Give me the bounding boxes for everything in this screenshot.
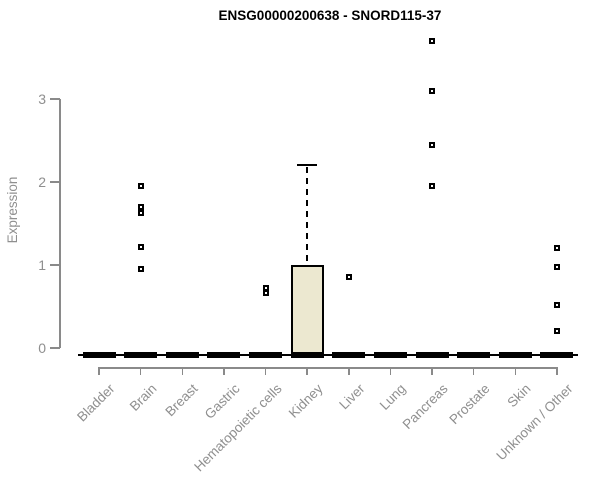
zero-whisker-stub-right	[448, 353, 454, 356]
x-axis-tick	[556, 367, 558, 375]
x-axis-tick	[306, 367, 308, 375]
zero-box-bar	[290, 352, 324, 358]
zero-box-bar	[373, 352, 407, 358]
zero-whisker-stub-right	[323, 353, 329, 356]
zero-box-bar	[82, 352, 116, 358]
y-axis-tick	[50, 98, 60, 100]
y-axis-line	[59, 99, 61, 348]
zero-whisker-stub-left	[452, 353, 458, 356]
y-axis-tick	[50, 347, 60, 349]
zero-box-bar	[207, 352, 241, 358]
zero-whisker-stub-left	[78, 353, 83, 356]
chart-title: ENSG00000200638 - SNORD115-37	[218, 8, 442, 23]
zero-box-bar	[332, 352, 366, 358]
outlier-point	[429, 183, 436, 190]
upper-whisker-line	[306, 167, 309, 265]
x-axis-tick	[514, 367, 517, 375]
zero-whisker-stub-right	[406, 353, 412, 356]
zero-whisker-stub-left	[202, 353, 208, 356]
zero-box-bar	[124, 352, 158, 358]
x-axis-tick	[264, 367, 267, 375]
zero-box-bar	[415, 352, 449, 358]
y-axis-label: Expression	[5, 176, 20, 244]
outlier-point	[429, 141, 436, 148]
y-tick-label: 3	[38, 91, 46, 107]
y-axis-tick	[50, 264, 60, 266]
y-axis-tick	[50, 181, 60, 183]
zero-whisker-stub-left	[411, 353, 416, 356]
x-axis-tick	[139, 367, 142, 375]
outlier-point	[429, 87, 436, 94]
outlier-point	[553, 328, 560, 335]
zero-whisker-stub-left	[494, 353, 499, 356]
zero-whisker-stub-right	[282, 353, 287, 356]
x-axis-tick	[98, 367, 100, 375]
outlier-point	[137, 203, 144, 210]
zero-whisker-stub-left	[244, 353, 250, 356]
zero-whisker-stub-left	[286, 353, 291, 356]
x-axis-tick	[431, 367, 433, 375]
x-axis-tick	[389, 367, 392, 375]
outlier-point	[137, 266, 144, 273]
zero-whisker-stub-right	[115, 353, 120, 356]
outlier-point	[137, 243, 144, 250]
zero-box-bar	[457, 352, 491, 358]
zero-whisker-stub-right	[157, 353, 162, 356]
zero-box-bar	[165, 352, 199, 358]
outlier-point	[429, 37, 436, 44]
zero-whisker-stub-left	[119, 353, 125, 356]
zero-whisker-stub-right	[365, 353, 370, 356]
outlier-point	[137, 183, 144, 190]
outlier-point	[345, 274, 352, 281]
zero-whisker-stub-left	[369, 353, 374, 356]
zero-box-bar	[249, 352, 283, 358]
zero-whisker-stub-right	[198, 353, 204, 356]
outlier-point	[553, 264, 560, 271]
outlier-point	[137, 209, 144, 216]
zero-box-bar	[540, 352, 574, 358]
upper-whisker-cap	[297, 164, 318, 167]
zero-whisker-stub-left	[535, 353, 541, 356]
zero-whisker-stub-left	[161, 353, 166, 356]
x-axis-tick	[223, 367, 225, 375]
box-kidney	[290, 265, 324, 357]
y-tick-label: 1	[38, 257, 46, 273]
zero-whisker-stub-left	[327, 353, 333, 356]
x-axis-line	[99, 367, 557, 369]
x-axis-tick	[181, 367, 184, 375]
outlier-point	[553, 245, 560, 252]
zero-whisker-stub-right	[573, 353, 578, 356]
outlier-point	[553, 301, 560, 308]
x-axis-tick	[348, 367, 350, 375]
zero-whisker-stub-right	[240, 353, 245, 356]
x-axis-tick	[472, 367, 475, 375]
zero-whisker-stub-right	[490, 353, 495, 356]
zero-whisker-stub-right	[531, 353, 537, 356]
y-tick-label: 2	[38, 174, 46, 190]
y-tick-label: 0	[38, 340, 46, 356]
outlier-point	[262, 290, 269, 297]
zero-box-bar	[498, 352, 532, 358]
